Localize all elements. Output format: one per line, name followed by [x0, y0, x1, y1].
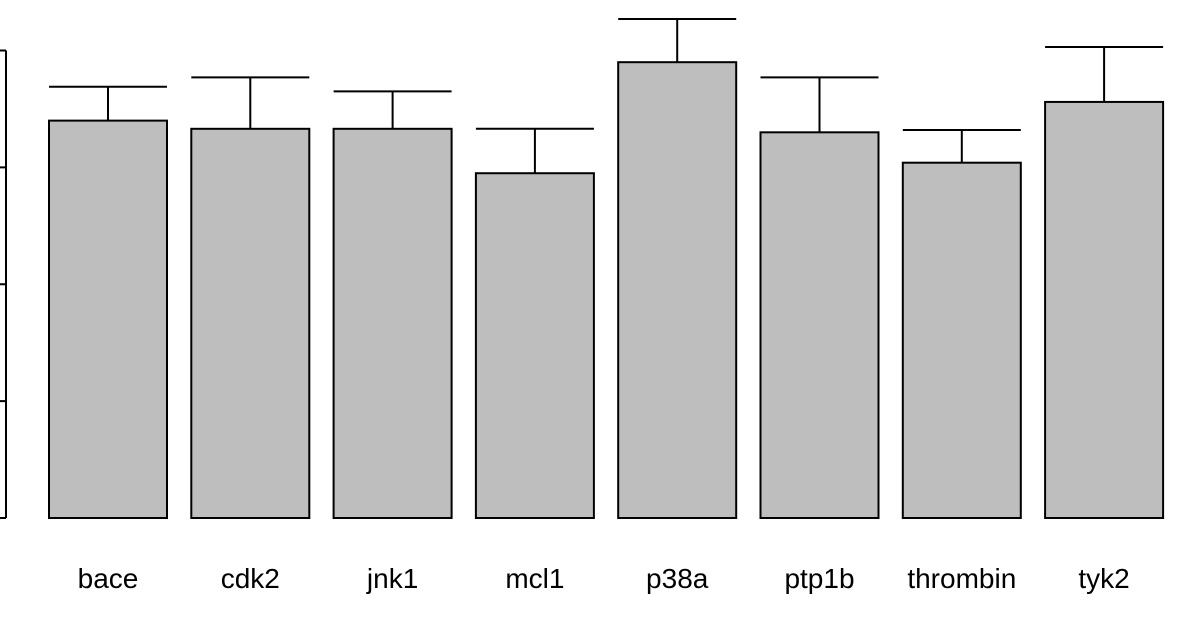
- bar-bace: [48, 119, 168, 519]
- bar-jnk1: [332, 127, 453, 519]
- category-label-p38a: p38a: [646, 563, 709, 594]
- bar-cdk2: [190, 127, 311, 519]
- category-label-thrombin: thrombin: [907, 563, 1016, 594]
- category-label-mcl1: mcl1: [505, 563, 564, 594]
- error-bars: [49, 17, 1164, 174]
- error-bar-p38a: [618, 17, 737, 63]
- bar-tyk2: [1044, 100, 1165, 520]
- category-label-cdk2: cdk2: [221, 563, 280, 594]
- error-bar-jnk1: [333, 90, 452, 129]
- bars: [48, 61, 1165, 520]
- error-bar-cdk2: [191, 76, 310, 129]
- bar-thrombin: [901, 161, 1022, 519]
- error-bar-bace: [49, 85, 167, 121]
- category-label-bace: bace: [78, 563, 139, 594]
- category-label-tyk2: tyk2: [1078, 563, 1129, 594]
- category-label-jnk1: jnk1: [366, 563, 418, 594]
- category-label-ptp1b: ptp1b: [784, 563, 854, 594]
- error-bar-mcl1: [475, 127, 594, 174]
- bar-p38a: [617, 61, 738, 519]
- bar-mcl1: [474, 172, 595, 519]
- category-labels: bace cdk2 jnk1 mcl1 p38a ptp1b thrombin tyk2: [78, 563, 1130, 594]
- error-bar-thrombin: [902, 128, 1021, 163]
- error-bar-tyk2: [1045, 45, 1164, 102]
- y-axis: [0, 49, 7, 519]
- bar-ptp1b: [759, 131, 880, 519]
- error-bar-ptp1b: [760, 76, 879, 133]
